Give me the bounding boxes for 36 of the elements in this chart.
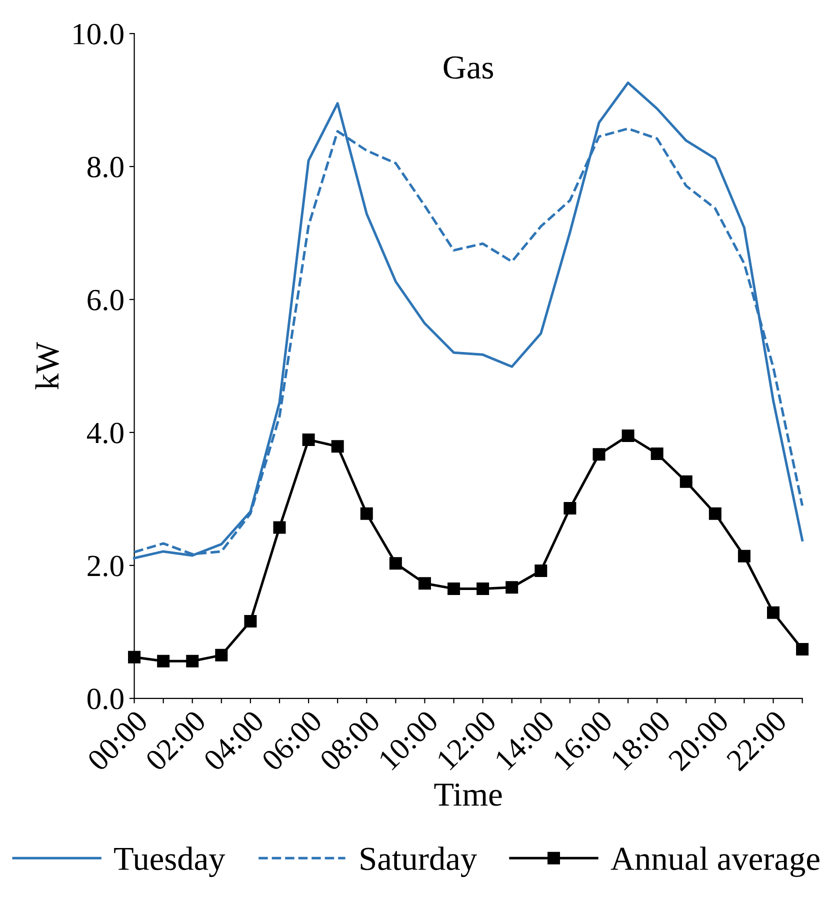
legend-label: Tuesday xyxy=(114,846,226,877)
point xyxy=(622,430,634,442)
point xyxy=(244,615,257,628)
y-tick-label: 8.0 xyxy=(88,156,124,178)
point xyxy=(360,507,373,520)
point xyxy=(534,564,548,577)
y-tick-label: 2.0 xyxy=(88,556,124,576)
point xyxy=(331,440,344,453)
point xyxy=(796,642,809,656)
point xyxy=(738,550,750,562)
point xyxy=(564,502,576,514)
legend-label: Saturday xyxy=(360,846,477,877)
point xyxy=(506,581,518,594)
point xyxy=(273,521,286,534)
x-axis-title: Time xyxy=(434,784,502,806)
point xyxy=(448,582,460,595)
y-tick-label: 0.0 xyxy=(88,688,124,710)
point xyxy=(186,654,199,668)
point xyxy=(128,650,141,664)
point xyxy=(592,448,606,461)
y-axis-title: kW xyxy=(35,342,59,390)
y-tick-label: 6.0 xyxy=(88,290,124,311)
text: Gas xyxy=(444,56,493,79)
point xyxy=(708,507,722,520)
point xyxy=(389,557,402,570)
point xyxy=(650,447,664,460)
point xyxy=(680,475,692,488)
point xyxy=(767,606,780,619)
point xyxy=(418,577,431,590)
point xyxy=(302,434,315,446)
point xyxy=(157,654,170,668)
legend-label: Annual average xyxy=(610,846,820,877)
y-tick-label: 4.0 xyxy=(86,422,124,444)
y-tick-label: 10.0 xyxy=(74,24,124,45)
point xyxy=(215,648,228,662)
point xyxy=(476,582,490,595)
